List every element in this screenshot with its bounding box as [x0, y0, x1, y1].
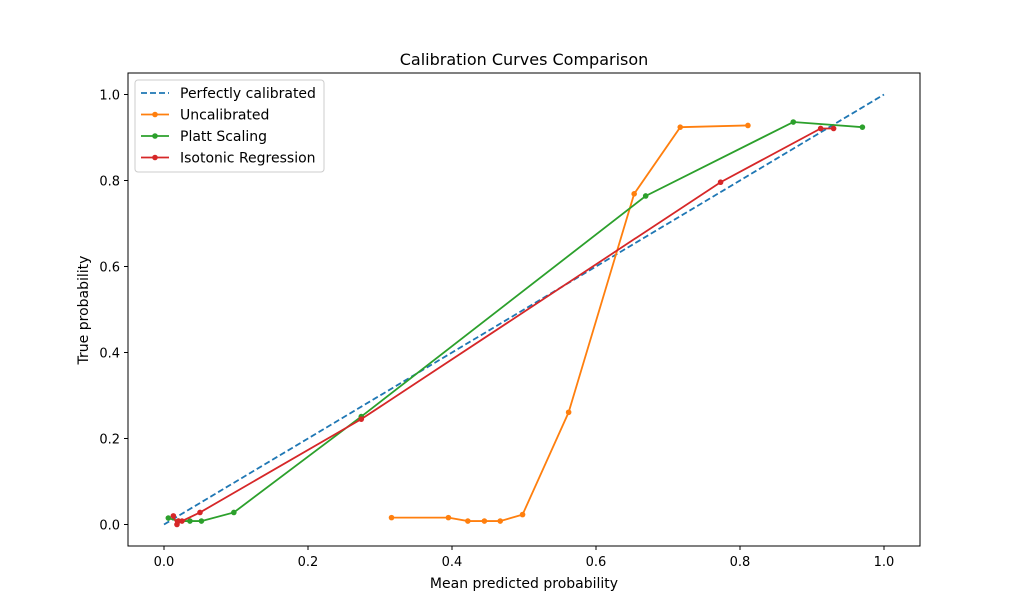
platt-scaling-point: [198, 518, 205, 524]
legend-label-isotonic-regression: Isotonic Regression: [180, 151, 316, 167]
y-axis-label: True probability: [76, 256, 92, 366]
legend-box: [134, 79, 325, 173]
chart-title: Calibration Curves Comparison: [400, 50, 649, 69]
uncalibrated-point: [565, 409, 572, 416]
isotonic-regression-point: [179, 518, 185, 524]
y-tick-label: 1.0: [99, 89, 120, 104]
uncalibrated-point: [519, 511, 526, 518]
x-axis-label: Mean predicted probability: [430, 576, 618, 592]
x-tick-label: 0.8: [730, 555, 751, 570]
x-tick-label: 1.0: [874, 555, 895, 570]
x-tick-label: 0.2: [298, 555, 319, 570]
platt-scaling-point: [165, 515, 172, 521]
uncalibrated-point: [465, 518, 471, 524]
isotonic-regression-point: [170, 513, 177, 519]
y-tick-label: 0.8: [99, 175, 120, 190]
x-tick-label: 0.0: [154, 555, 175, 570]
axis-layer: 0.0 0.2 0.4 0.6 0.8 1.0 0.0 0.2 0.4 0.6 0.8 1.0: [99, 89, 894, 571]
x-tick-label: 0.4: [442, 555, 463, 570]
platt-scaling-point: [187, 518, 193, 524]
uncalibrated-point: [497, 518, 504, 524]
y-tick-label: 0.4: [99, 347, 120, 362]
uncalibrated-point: [677, 124, 684, 130]
perfectly-calibrated-line: [163, 93, 885, 526]
uncalibrated-point: [745, 122, 751, 129]
legend-label-uncalibrated: Uncalibrated: [180, 108, 269, 124]
isotonic-regression-point: [830, 125, 837, 132]
platt-scaling-point: [859, 124, 866, 130]
isotonic-regression-point: [717, 179, 724, 186]
uncalibrated-point: [445, 514, 452, 521]
plot-layer: [163, 93, 885, 528]
y-tick-label: 0.0: [99, 519, 120, 534]
plot-frame: [127, 72, 921, 547]
platt-scaling-point: [790, 119, 797, 125]
uncalibrated-point: [388, 514, 395, 521]
y-tick-label: 0.6: [99, 261, 120, 276]
uncalibrated-point: [631, 191, 637, 197]
legend-marker-uncalibrated: [152, 111, 158, 118]
y-tick-label: 0.2: [99, 433, 120, 448]
legend-label-perfectly-calibrated: Perfectly calibrated: [180, 86, 316, 102]
legend-label-platt-scaling: Platt Scaling: [180, 129, 267, 145]
legend: Perfectly calibrated Uncalibrated Platt Sc…: [134, 79, 325, 173]
platt-scaling-point: [231, 509, 237, 516]
isotonic-regression-point: [197, 509, 203, 516]
uncalibrated-line: [391, 124, 748, 522]
platt-scaling-point: [642, 193, 649, 199]
legend-marker-platt-scaling: [152, 133, 158, 139]
isotonic-regression-point: [817, 125, 824, 132]
uncalibrated-point: [481, 518, 488, 524]
isotonic-regression-point: [358, 416, 365, 422]
x-tick-label: 0.6: [586, 555, 607, 570]
legend-marker-isotonic-regression: [152, 154, 158, 161]
